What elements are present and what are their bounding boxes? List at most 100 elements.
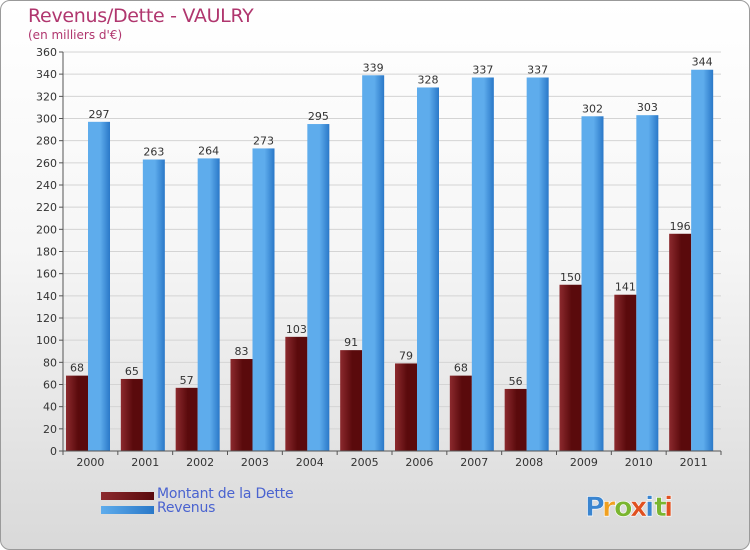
bar-dette: [669, 233, 692, 451]
logo-letter: o: [614, 492, 633, 523]
bars: [66, 69, 714, 452]
y-tick-label: 60: [43, 379, 57, 392]
data-label: 295: [308, 110, 329, 123]
bar-revenus: [526, 77, 549, 451]
bar-revenus: [307, 124, 330, 452]
logo-letter: i: [664, 492, 673, 523]
data-label: 328: [418, 73, 439, 86]
y-tick-label: 120: [36, 312, 57, 325]
data-label: 91: [344, 336, 358, 349]
legend-swatch-dette: [101, 492, 154, 500]
y-tick-label: 340: [36, 68, 57, 81]
bar-revenus: [691, 69, 714, 451]
legend-label-revenus: Revenus: [157, 500, 216, 516]
x-tick-label: 2011: [680, 456, 708, 469]
bar-dette: [449, 375, 472, 451]
y-tick-label: 260: [36, 157, 57, 170]
data-label: 196: [670, 220, 691, 233]
bar-revenus: [362, 75, 385, 452]
y-axis-ticks: 0 20 40 60 80 100 120 140 160 180 200 220 240 260 280 3…: [36, 46, 63, 458]
data-label: 273: [253, 134, 274, 147]
x-axis-ticks: 2000 2001 2002 2003 2004 2005 2006 2007 2008 2009…: [62, 451, 722, 469]
data-label: 103: [286, 323, 307, 336]
x-tick-label: 2005: [351, 456, 379, 469]
data-label: 264: [198, 144, 219, 157]
y-tick-label: 80: [43, 356, 57, 369]
data-labels: 68 297 65 263 57 264 83 273 103 295 91 339 79 328 68 33…: [70, 56, 713, 388]
logo-letter: i: [645, 492, 654, 523]
legend-swatch-revenus: [101, 506, 154, 514]
data-label: 303: [637, 101, 658, 114]
data-label: 150: [560, 271, 581, 284]
data-label: 297: [89, 108, 110, 121]
bar-revenus: [197, 158, 220, 451]
y-tick-label: 0: [50, 445, 57, 458]
bar-dette: [66, 375, 88, 451]
chart-title: Revenus/Dette - VAULRY: [28, 5, 254, 27]
x-tick-label: 2004: [296, 456, 324, 469]
y-tick-label: 360: [36, 46, 57, 59]
x-tick-label: 2002: [186, 456, 214, 469]
x-tick-label: 2001: [131, 456, 159, 469]
legend-label-dette: Montant de la Dette: [157, 486, 294, 502]
bar-dette: [285, 336, 308, 451]
y-tick-label: 40: [43, 401, 57, 414]
bar-revenus: [636, 115, 659, 452]
bar-revenus: [142, 159, 165, 451]
x-tick-label: 2007: [460, 456, 488, 469]
bar-dette: [230, 359, 253, 451]
data-label: 263: [143, 146, 164, 159]
bar-dette: [340, 350, 363, 451]
logo-letter: t: [654, 492, 667, 523]
y-tick-label: 200: [36, 223, 57, 236]
bar-revenus: [581, 116, 604, 452]
x-tick-label: 2010: [625, 456, 653, 469]
y-tick-label: 20: [43, 423, 57, 436]
data-label: 337: [527, 63, 548, 76]
chart-subtitle: (en milliers d'€): [28, 28, 123, 42]
data-label: 56: [509, 375, 523, 388]
bar-revenus: [252, 148, 275, 452]
x-tick-label: 2000: [76, 456, 104, 469]
y-tick-label: 180: [36, 246, 57, 259]
x-tick-label: 2003: [241, 456, 269, 469]
data-label: 337: [472, 63, 493, 76]
bar-dette: [614, 294, 637, 451]
bar-revenus: [471, 77, 494, 451]
x-tick-label: 2006: [405, 456, 433, 469]
logo-letter: x: [630, 492, 647, 523]
bar-dette: [120, 378, 143, 451]
data-label: 57: [180, 374, 194, 387]
x-tick-label: 2008: [515, 456, 543, 469]
data-label: 302: [582, 102, 603, 115]
data-label: 68: [454, 362, 468, 375]
bar-dette: [175, 387, 198, 451]
y-tick-label: 320: [36, 90, 57, 103]
y-tick-label: 140: [36, 290, 57, 303]
y-tick-label: 280: [36, 135, 57, 148]
data-label: 339: [363, 61, 384, 74]
y-tick-label: 100: [36, 334, 57, 347]
grid-lines: [63, 51, 721, 430]
data-label: 68: [70, 362, 84, 375]
data-label: 83: [235, 345, 249, 358]
data-label: 79: [399, 349, 413, 362]
y-tick-label: 240: [36, 179, 57, 192]
bar-revenus: [88, 121, 110, 451]
y-tick-label: 300: [36, 113, 57, 126]
bar-dette: [559, 284, 582, 451]
bar-revenus: [417, 87, 439, 451]
data-label: 344: [692, 56, 713, 69]
y-tick-label: 220: [36, 201, 57, 214]
y-tick-label: 160: [36, 268, 57, 281]
bar-dette: [395, 363, 417, 451]
x-tick-label: 2009: [570, 456, 598, 469]
data-label: 65: [125, 365, 139, 378]
bar-dette: [504, 388, 527, 451]
data-label: 141: [615, 281, 636, 294]
logo-letter: r: [602, 492, 616, 523]
logo-letter: P: [585, 492, 605, 523]
